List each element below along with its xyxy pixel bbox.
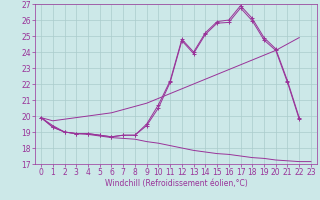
X-axis label: Windchill (Refroidissement éolien,°C): Windchill (Refroidissement éolien,°C) [105,179,247,188]
